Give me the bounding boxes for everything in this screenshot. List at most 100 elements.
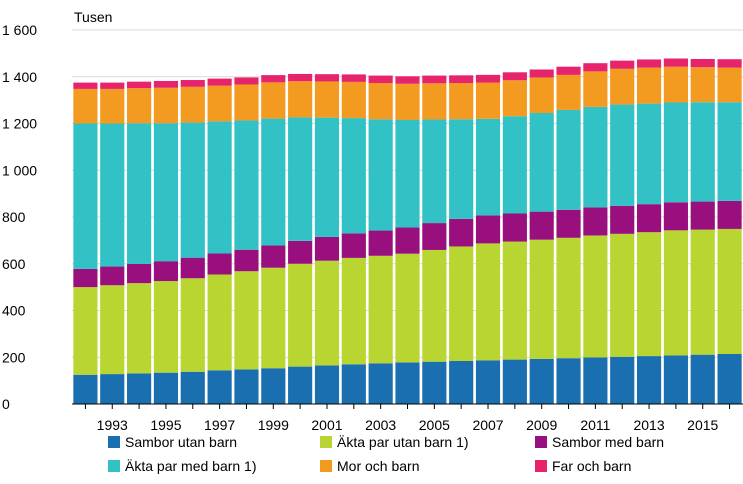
y-tick-label: 1 400 (2, 69, 37, 85)
bar-segment (288, 81, 313, 118)
legend-label: Sambor med barn (552, 434, 664, 450)
legend-swatch (320, 436, 332, 448)
bar-segment (288, 263, 313, 367)
bar-segment (127, 283, 152, 374)
bar-segment (288, 117, 313, 241)
bar-segment (556, 109, 581, 210)
bar-segment (636, 103, 662, 205)
bar-segment (368, 119, 393, 231)
legend-swatch (535, 460, 547, 472)
bar-segment (529, 77, 554, 113)
bar-segment (610, 233, 635, 357)
y-tick-label: 400 (2, 303, 26, 319)
bar-segment (261, 245, 286, 268)
y-axis: 0 200 400 600 800 1 000 1 200 1 400 1 600 (2, 22, 743, 412)
bar-segment (261, 82, 286, 119)
bar-segment (663, 230, 688, 356)
bar-segment (127, 263, 152, 284)
bar-segment (100, 123, 125, 267)
bar-segment (100, 82, 125, 89)
bar-segment (583, 235, 608, 358)
bar-segment (717, 67, 742, 103)
y-tick-label: 1 200 (2, 116, 37, 132)
bar-segment (556, 74, 581, 110)
bar-segment (663, 66, 688, 103)
bar-segment (583, 207, 608, 236)
bar-segment (73, 287, 98, 375)
bar-segment (636, 356, 662, 404)
y-tick-label: 800 (2, 209, 26, 225)
bar-segment (100, 285, 125, 375)
bar-segment (556, 237, 581, 359)
x-tick-label: 2009 (526, 417, 557, 433)
bar-segment (261, 267, 286, 369)
bar-segment (207, 85, 232, 122)
bar-segment (529, 239, 554, 359)
y-tick-label: 0 (2, 396, 10, 412)
bar-segment (73, 82, 98, 89)
legend-swatch (108, 460, 120, 472)
bar-segment (422, 75, 447, 84)
bar-segment (207, 370, 232, 404)
bar-segment (207, 253, 232, 275)
x-tick-label: 1997 (204, 417, 235, 433)
bar-segment (502, 241, 527, 360)
y-tick-label: 1 600 (2, 22, 37, 38)
bar-segment (663, 102, 688, 203)
legend-label: Äkta par med barn 1) (125, 458, 257, 474)
bar-segment (475, 243, 501, 361)
bar-segment (261, 118, 286, 246)
bar-segment (314, 81, 340, 118)
bar-segment (690, 102, 715, 202)
bar-segment (288, 366, 313, 404)
y-tick-label: 200 (2, 349, 26, 365)
bar-segment (180, 86, 205, 123)
bar-segment (207, 121, 232, 254)
x-tick-label: 2001 (311, 417, 342, 433)
bar-segment (153, 281, 179, 373)
bar-segment (368, 83, 393, 120)
bar-segment (717, 228, 742, 354)
bar-segment (502, 72, 527, 81)
bar-segment (449, 119, 474, 219)
bar-segment (663, 58, 688, 67)
bar-segment (529, 358, 554, 404)
bar-segment (261, 75, 286, 83)
bar-segment (556, 209, 581, 238)
bar-segment (475, 74, 501, 83)
bar-segment (180, 371, 205, 404)
x-tick-label: 2015 (687, 417, 718, 433)
bar-segment (502, 213, 527, 242)
bar-segment (73, 88, 98, 124)
bar-segment (341, 118, 366, 234)
bar-segment (73, 268, 98, 288)
bar-segment (610, 104, 635, 206)
bar-segment (529, 69, 554, 78)
bar-segment (368, 75, 393, 84)
bar-segment (449, 75, 474, 84)
bar-segment (422, 223, 447, 250)
bar-segment (153, 261, 179, 282)
bar-segment (314, 260, 340, 366)
bar-segment (127, 373, 152, 404)
bar-segment (636, 59, 662, 68)
bar-segment (341, 364, 366, 404)
bar-segment (234, 271, 259, 370)
x-axis: 1993 1995 1997 1999 2001 2003 2005 2007 2009 2011… (84, 404, 731, 433)
bar-segment (395, 76, 420, 84)
bar-segment (529, 211, 554, 240)
bar-segment (314, 236, 340, 261)
bars (73, 58, 742, 404)
bar-segment (100, 374, 125, 404)
bar-segment (127, 123, 152, 264)
bar-segment (153, 87, 179, 124)
x-tick-label: 1995 (150, 417, 181, 433)
bar-segment (636, 204, 662, 233)
bar-segment (153, 123, 179, 262)
bar-segment (717, 102, 742, 201)
legend: Sambor utan barn Äkta par utan barn 1) Sam… (108, 434, 664, 474)
legend-label: Far och barn (552, 458, 631, 474)
bar-segment (73, 374, 98, 404)
bar-segment (341, 257, 366, 365)
